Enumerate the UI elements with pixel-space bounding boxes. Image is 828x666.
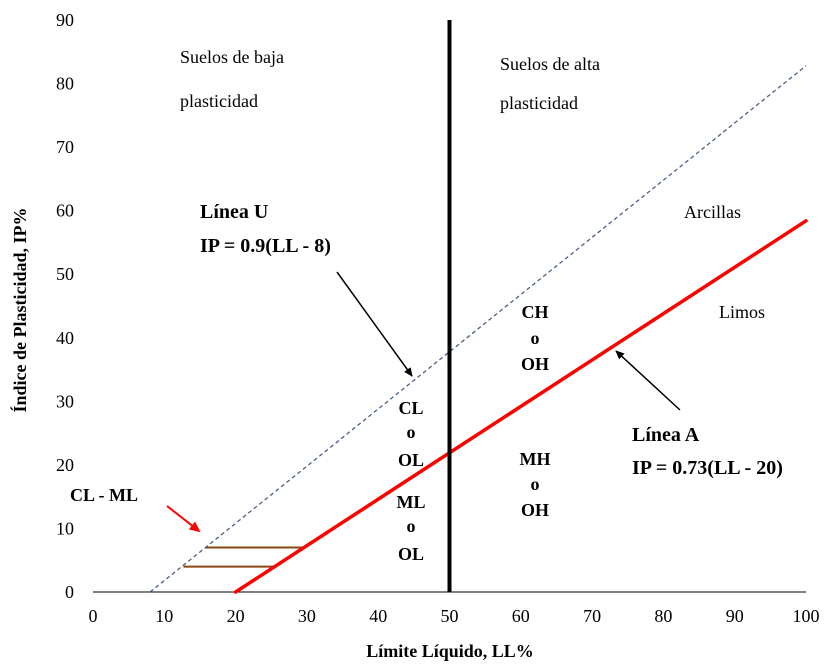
zone-ch-oh: CH o OH bbox=[521, 302, 549, 374]
x-tick-label: 0 bbox=[89, 606, 98, 626]
zone-ml-line1: ML bbox=[397, 492, 426, 512]
x-tick-label: 10 bbox=[155, 606, 173, 626]
zone-cl-line1: CL bbox=[398, 398, 423, 418]
y-tick-label: 90 bbox=[56, 10, 74, 30]
low-plasticity-label-line2: plasticidad bbox=[180, 91, 258, 111]
a-line-title: Línea A bbox=[632, 424, 700, 446]
y-tick-label: 40 bbox=[56, 328, 74, 348]
x-tick-label: 100 bbox=[793, 606, 820, 626]
zone-cl-ml-label: CL - ML bbox=[70, 485, 138, 505]
zone-mh-oh: MH o OH bbox=[520, 449, 551, 520]
zone-cl-line2: o bbox=[407, 422, 416, 442]
x-tick-label: 30 bbox=[298, 606, 316, 626]
zone-mh-line1: MH bbox=[520, 449, 551, 469]
y-tick-label: 50 bbox=[56, 264, 74, 284]
zone-ch-line2: o bbox=[531, 328, 540, 348]
zone-mh-line3: OH bbox=[521, 500, 549, 520]
x-tick-label: 40 bbox=[369, 606, 387, 626]
u-line-title: Línea U bbox=[200, 201, 268, 223]
y-tick-label: 10 bbox=[56, 518, 74, 538]
x-tick-labels: 0 10 20 30 40 50 60 70 80 90 100 bbox=[89, 606, 820, 626]
high-plasticity-label-line2: plasticidad bbox=[500, 93, 578, 113]
zone-ml-line3: OL bbox=[398, 544, 424, 564]
zone-cl-ol: CL o OL bbox=[398, 398, 424, 470]
y-tick-label: 80 bbox=[56, 74, 74, 94]
zone-ch-line3: OH bbox=[521, 354, 549, 374]
low-plasticity-label-line1: Suelos de baja bbox=[180, 47, 284, 67]
high-plasticity-label-line1: Suelos de alta bbox=[500, 54, 600, 74]
x-tick-label: 80 bbox=[654, 606, 672, 626]
x-tick-label: 90 bbox=[726, 606, 744, 626]
y-tick-label: 70 bbox=[56, 137, 74, 157]
zone-ml-line2: o bbox=[407, 516, 416, 536]
y-axis-title: Índice de Plasticidad, IP% bbox=[9, 207, 30, 412]
y-tick-labels: 0 10 20 30 40 50 60 70 80 90 bbox=[56, 10, 74, 602]
a-line-arrow bbox=[615, 350, 681, 411]
y-tick-label: 30 bbox=[56, 391, 74, 411]
x-tick-label: 20 bbox=[227, 606, 245, 626]
zone-mh-line2: o bbox=[531, 474, 540, 494]
zone-ch-line1: CH bbox=[522, 302, 549, 322]
u-line-arrow bbox=[336, 271, 413, 377]
y-tick-label: 20 bbox=[56, 455, 74, 475]
zone-ml-ol: ML o OL bbox=[397, 492, 426, 564]
x-tick-label: 50 bbox=[441, 606, 459, 626]
zone-cl-line3: OL bbox=[398, 450, 424, 470]
arcillas-label: Arcillas bbox=[684, 202, 741, 222]
y-tick-label: 60 bbox=[56, 201, 74, 221]
u-line bbox=[149, 65, 807, 593]
x-tick-label: 60 bbox=[512, 606, 530, 626]
x-axis-title: Límite Líquido, LL% bbox=[366, 641, 534, 661]
u-line-equation: IP = 0.9(LL - 8) bbox=[200, 235, 331, 257]
x-tick-label: 70 bbox=[583, 606, 601, 626]
y-tick-label: 0 bbox=[65, 582, 74, 602]
a-line-equation: IP = 0.73(LL - 20) bbox=[632, 457, 783, 479]
cl-ml-arrow bbox=[166, 505, 201, 533]
a-line bbox=[233, 219, 808, 594]
limos-label: Limos bbox=[719, 302, 765, 322]
